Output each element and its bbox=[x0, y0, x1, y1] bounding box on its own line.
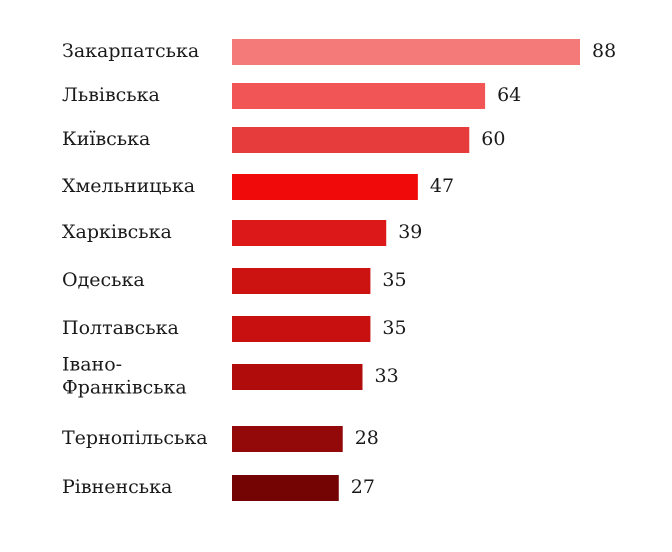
category-label-2: Львівська bbox=[62, 84, 160, 106]
category-label-5: Харківська bbox=[62, 221, 172, 243]
category-label-7: Полтавська bbox=[62, 317, 179, 339]
bars-layer bbox=[232, 39, 580, 501]
value-label-3: 60 bbox=[481, 128, 505, 150]
value-label-10: 27 bbox=[351, 476, 375, 498]
bar-8 bbox=[232, 364, 363, 390]
category-label-4: Хмельницька bbox=[62, 175, 195, 197]
category-label-8: Івано-Франківська bbox=[62, 354, 187, 399]
category-label-3: Київська bbox=[62, 128, 150, 150]
bar-4 bbox=[232, 174, 418, 200]
category-label-10: Рівненська bbox=[62, 476, 172, 498]
bar-3 bbox=[232, 127, 470, 153]
value-label-4: 47 bbox=[430, 175, 454, 197]
value-label-2: 64 bbox=[497, 84, 521, 106]
category-label-1: Закарпатська bbox=[62, 40, 199, 62]
value-label-1: 88 bbox=[592, 40, 616, 62]
bar-9 bbox=[232, 426, 343, 452]
bar-10 bbox=[232, 475, 339, 501]
value-label-5: 39 bbox=[398, 221, 422, 243]
value-label-9: 28 bbox=[355, 427, 379, 449]
category-labels-layer: Закарпатська Львівська Київська Хмельницька… bbox=[62, 40, 208, 498]
bar-2 bbox=[232, 83, 486, 109]
category-label-6: Одеська bbox=[62, 269, 145, 291]
bar-7 bbox=[232, 316, 371, 342]
category-label-9: Тернопільська bbox=[62, 427, 208, 449]
bar-5 bbox=[232, 220, 387, 246]
bar-1 bbox=[232, 39, 580, 65]
value-labels-layer: 88 64 60 47 39 35 35 33 28 27 bbox=[351, 40, 616, 498]
value-label-6: 35 bbox=[382, 269, 406, 291]
value-label-8: 33 bbox=[375, 365, 399, 387]
value-label-7: 35 bbox=[382, 317, 406, 339]
bar-6 bbox=[232, 268, 371, 294]
